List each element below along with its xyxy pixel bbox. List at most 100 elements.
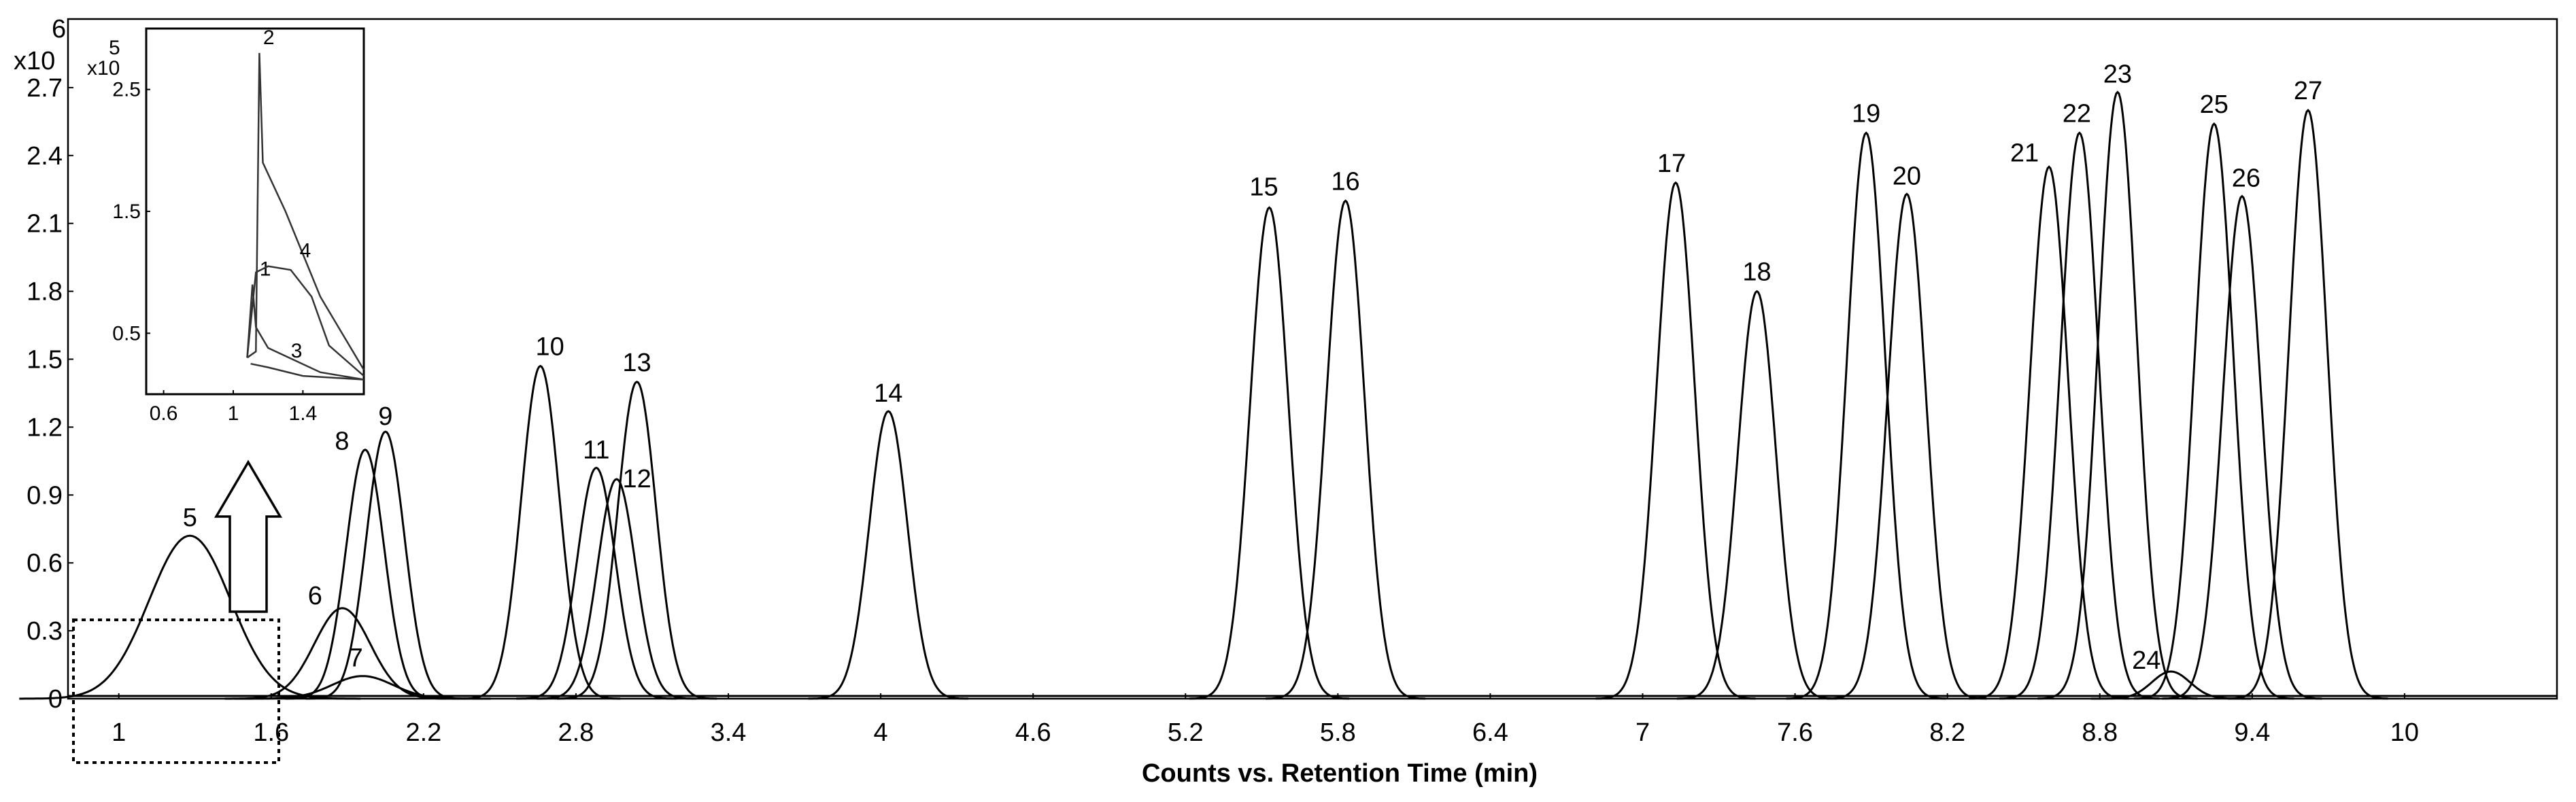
x-tick-label: 10 xyxy=(2390,718,2419,747)
peak-label-15: 15 xyxy=(1249,173,1278,201)
peak-label-16: 16 xyxy=(1331,167,1359,196)
peak-line-23 xyxy=(2037,90,2198,700)
inset-y-tick-label: 1.5 xyxy=(112,201,141,223)
y-tick-label: 1.2 xyxy=(27,413,63,442)
peak-label-6: 6 xyxy=(308,582,322,610)
x-tick-label: 1 xyxy=(112,718,126,747)
peak-line-8 xyxy=(285,449,445,700)
peak-label-22: 22 xyxy=(2063,100,2091,128)
x-tick-label: 9.4 xyxy=(2234,718,2270,747)
peak-label-21: 21 xyxy=(2010,139,2039,167)
y-tick-label: 2.1 xyxy=(27,210,63,239)
peak-label-12: 12 xyxy=(623,465,651,493)
peak-line-16 xyxy=(1265,199,1426,700)
peak-label-24: 24 xyxy=(2132,646,2160,675)
peak-line-25 xyxy=(2134,122,2294,700)
inset-peak-line-4 xyxy=(246,265,365,377)
peak-label-17: 17 xyxy=(1657,150,1686,178)
peak-line-17 xyxy=(1595,181,1756,700)
inset-y-exponent-power: 5 xyxy=(109,37,120,59)
inset-peak-line-3 xyxy=(250,362,365,381)
peak-label-27: 27 xyxy=(2294,77,2322,105)
peak-line-11 xyxy=(516,466,677,700)
y-axis-ticks: 0 0.3 0.6 0.9 1.2 1.5 1.8 2.1 2.4 2.7 xyxy=(27,74,73,714)
x-tick-label: 7 xyxy=(1636,718,1650,747)
x-tick-label: 2.2 xyxy=(405,718,441,747)
inset-x-tick-label: 1 xyxy=(228,402,239,425)
peak-label-13: 13 xyxy=(622,349,651,377)
peak-label-23: 23 xyxy=(2103,60,2132,89)
up-arrow-icon xyxy=(214,459,283,613)
peak-label-20: 20 xyxy=(1893,162,1921,190)
inset-peak-label-1: 1 xyxy=(260,258,271,281)
peak-line-13 xyxy=(556,381,717,700)
x-tick-label: 5.2 xyxy=(1168,718,1204,747)
peak-line-14 xyxy=(808,410,968,700)
y-exponent-base: x10 xyxy=(14,47,55,75)
zoom-region-box xyxy=(72,618,280,764)
peak-label-10: 10 xyxy=(536,332,564,361)
x-axis-ticks: 1 1.6 2.2 2.8 3.4 4 4.6 5.2 5.8 6.4 7 7.6 8.2 8.8 9.4 1… xyxy=(112,693,2419,747)
peak-line-6 xyxy=(224,607,460,700)
peak-line-21 xyxy=(1969,165,2129,700)
inset-peak-label-4: 4 xyxy=(300,240,311,262)
inset-x-tick-label: 1.4 xyxy=(289,402,318,425)
peak-line-12 xyxy=(537,478,697,700)
peak-line-27 xyxy=(2228,109,2388,700)
x-tick-label: 3.4 xyxy=(711,718,747,747)
inset-peak-label-3: 3 xyxy=(291,340,303,362)
x-tick-label: 4.6 xyxy=(1015,718,1051,747)
peak-label-25: 25 xyxy=(2200,90,2228,119)
peak-line-10 xyxy=(460,364,621,700)
peak-line-22 xyxy=(1999,131,2160,700)
inset-peak-label-2: 2 xyxy=(263,27,275,49)
inset-y-tick-label: 2.5 xyxy=(112,79,141,101)
inset-peak-line-1 xyxy=(246,284,365,381)
peak-series xyxy=(19,90,2557,700)
peak-label-7: 7 xyxy=(349,644,363,673)
inset-frame xyxy=(145,27,365,396)
peak-label-5: 5 xyxy=(183,504,197,532)
x-tick-label: 6.4 xyxy=(1472,718,1508,747)
peak-label-18: 18 xyxy=(1742,258,1771,287)
y-tick-label: 0.6 xyxy=(27,549,63,578)
y-tick-label: 2.7 xyxy=(27,74,63,103)
x-tick-label: 5.8 xyxy=(1320,718,1356,747)
y-tick-label: 2.4 xyxy=(27,142,63,171)
inset-peaks: 1 2 3 4 xyxy=(246,27,365,381)
y-tick-label: 1.8 xyxy=(27,278,63,307)
peak-label-8: 8 xyxy=(335,428,349,456)
inset-y-tick-label: 0.5 xyxy=(112,322,141,345)
peak-line-19 xyxy=(1786,131,1946,700)
x-tick-label: 2.8 xyxy=(558,718,594,747)
peak-label-14: 14 xyxy=(874,379,902,408)
peak-label-9: 9 xyxy=(378,402,392,431)
peak-label-26: 26 xyxy=(2232,164,2260,193)
y-exponent-power: 6 xyxy=(52,15,66,43)
y-tick-label: 0.3 xyxy=(27,617,63,646)
x-tick-label: 8.2 xyxy=(1929,718,1965,747)
inset-chart: x10 5 0.5 1.5 2.5 0.6 1 1.4 1 2 3 4 xyxy=(87,27,365,425)
inset-y-exponent-base: x10 xyxy=(87,57,120,80)
peak-line-24 xyxy=(2090,670,2251,700)
y-tick-label: 1.5 xyxy=(27,346,63,374)
peak-line-26 xyxy=(2162,194,2322,700)
peak-line-15 xyxy=(1189,206,1350,700)
x-axis-title: Counts vs. Retention Time (min) xyxy=(1142,759,1538,788)
inset-y-ticks: 0.5 1.5 2.5 xyxy=(112,79,150,345)
x-tick-label: 8.8 xyxy=(2082,718,2118,747)
y-tick-label: 0.9 xyxy=(27,481,63,510)
x-tick-label: 1.6 xyxy=(253,718,289,747)
inset-x-ticks: 0.6 1 1.4 xyxy=(150,390,318,425)
peak-line-20 xyxy=(1827,192,1987,700)
y-tick-label: 0 xyxy=(48,685,63,714)
inset-peak-line-2 xyxy=(246,52,365,370)
peak-line-9 xyxy=(305,430,466,700)
peak-label-11: 11 xyxy=(583,436,609,464)
peak-label-19: 19 xyxy=(1852,100,1880,128)
x-tick-label: 7.6 xyxy=(1777,718,1813,747)
x-tick-label: 4 xyxy=(874,718,888,747)
inset-x-tick-label: 0.6 xyxy=(150,402,178,425)
